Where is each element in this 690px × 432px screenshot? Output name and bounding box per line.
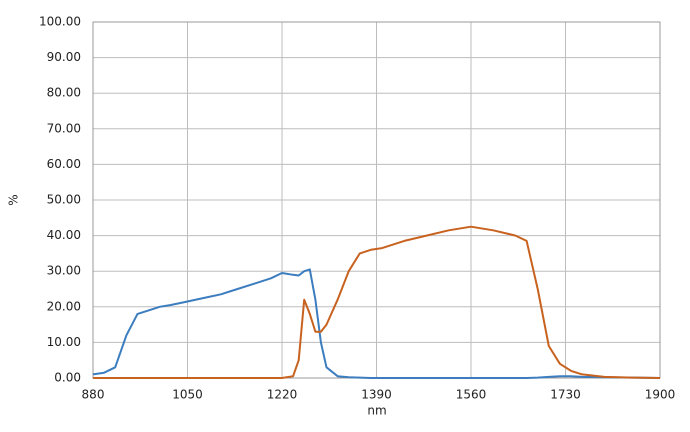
x-tick-label: 880	[82, 388, 105, 402]
x-tick-label: 1730	[550, 388, 581, 402]
y-tick-label: 80.00	[47, 86, 81, 100]
x-tick-label: 1900	[645, 388, 676, 402]
y-axis-label: %	[7, 194, 21, 205]
x-tick-label: 1050	[172, 388, 203, 402]
x-tick-label: 1390	[361, 388, 392, 402]
y-tick-label: 70.00	[47, 121, 81, 135]
y-tick-label: 10.00	[47, 335, 81, 349]
y-tick-label: 100.00	[39, 15, 81, 29]
x-tick-label: 1220	[267, 388, 298, 402]
series-line	[92, 268, 661, 379]
y-tick-label: 90.00	[47, 50, 81, 64]
x-tick-label: 1560	[456, 388, 487, 402]
y-tick-label: 30.00	[47, 264, 81, 278]
y-tick-label: 60.00	[47, 157, 81, 171]
y-tick-label: 20.00	[47, 299, 81, 313]
y-tick-label: 0.00	[54, 371, 81, 385]
y-tick-label: 40.00	[47, 228, 81, 242]
y-tick-label: 50.00	[47, 193, 81, 207]
x-axis-label: nm	[367, 404, 386, 418]
series-line	[93, 225, 661, 379]
